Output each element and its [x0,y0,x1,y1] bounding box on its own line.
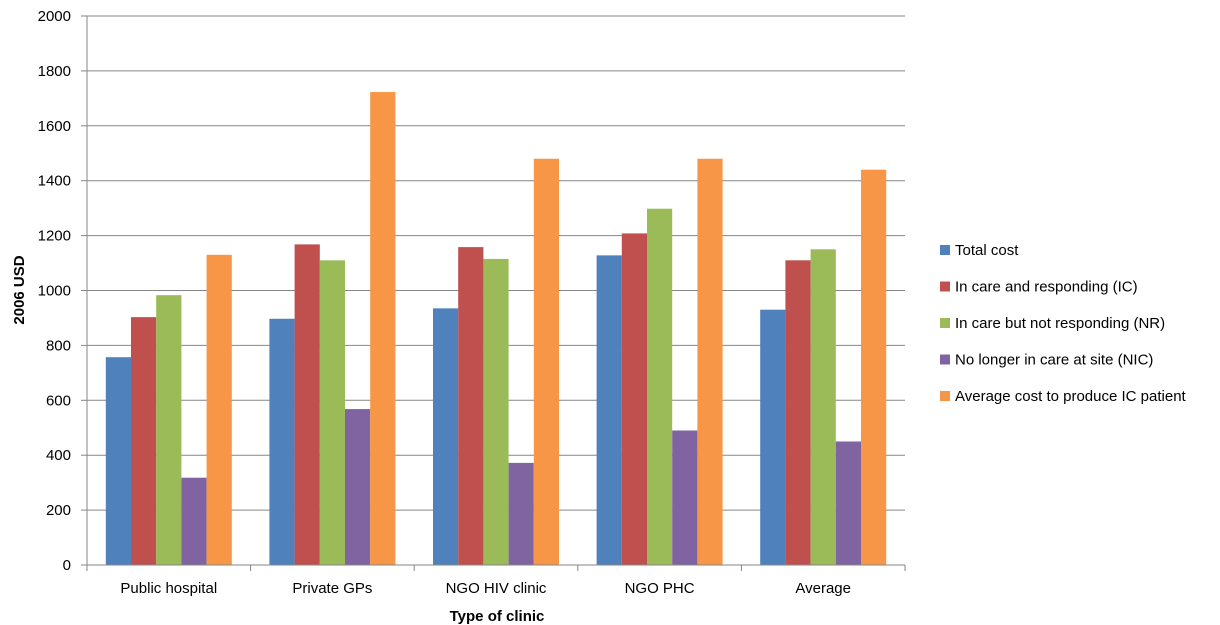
bar [596,255,622,565]
y-tick-label: 1600 [38,118,71,135]
y-tick-label: 2000 [38,8,71,25]
bar [533,158,559,566]
bar [433,308,459,565]
y-tick-labels: 0 200 400 600 800 1000 1200 1400 1600 1800 2000 [38,8,71,574]
legend-label: Total cost [955,242,1019,259]
legend-swatch [940,391,950,401]
y-tick-label: 0 [63,557,71,574]
y-tick-label: 1200 [38,228,71,245]
x-axis-title: Type of clinic [450,608,545,625]
bar [861,169,887,565]
bar [483,258,509,565]
legend-swatch [940,245,950,255]
y-tick-label: 1000 [38,283,71,300]
legend-label: In care but not responding (NR) [955,315,1165,332]
legend-label: In care and responding (IC) [955,279,1138,296]
axes [81,15,906,571]
bar [105,357,131,565]
bar [508,462,534,565]
legend: Total cost In care and responding (IC) In … [940,242,1187,405]
bar [785,260,811,565]
legend-swatch [940,281,950,292]
bar [697,158,723,566]
bar [181,477,207,565]
y-tick-label: 600 [46,392,71,409]
y-tick-label: 200 [46,502,71,519]
bar [156,295,182,565]
bar [345,409,371,565]
bar [131,317,157,565]
x-tick-label: Private GPs [292,580,372,597]
bar [294,244,320,565]
y-tick-label: 1400 [38,173,71,190]
x-tick-label: NGO PHC [625,580,695,597]
legend-label: No longer in care at site (NIC) [955,352,1153,369]
legend-swatch [940,354,950,365]
y-tick-label: 1800 [38,63,71,80]
bar [810,249,836,565]
bar [458,247,484,565]
bar [672,430,698,565]
bar [621,233,647,566]
bar [370,92,396,565]
bar [319,260,345,565]
x-tick-labels: Public hospital Private GPs NGO HIV clinic… [120,580,851,597]
y-tick-label: 400 [46,447,71,464]
legend-swatch [940,318,950,328]
x-tick-label: Public hospital [120,580,217,597]
bars [105,92,887,566]
bar [206,254,232,565]
legend-label: Average cost to produce IC patient [955,388,1187,405]
bar [760,309,786,565]
y-axis-title: 2006 USD [11,255,28,324]
y-tick-label: 800 [46,337,71,354]
x-tick-label: Average [795,580,851,597]
x-tick-label: NGO HIV clinic [446,580,547,597]
bar [647,208,673,565]
bar [835,441,861,565]
bar [269,318,295,565]
